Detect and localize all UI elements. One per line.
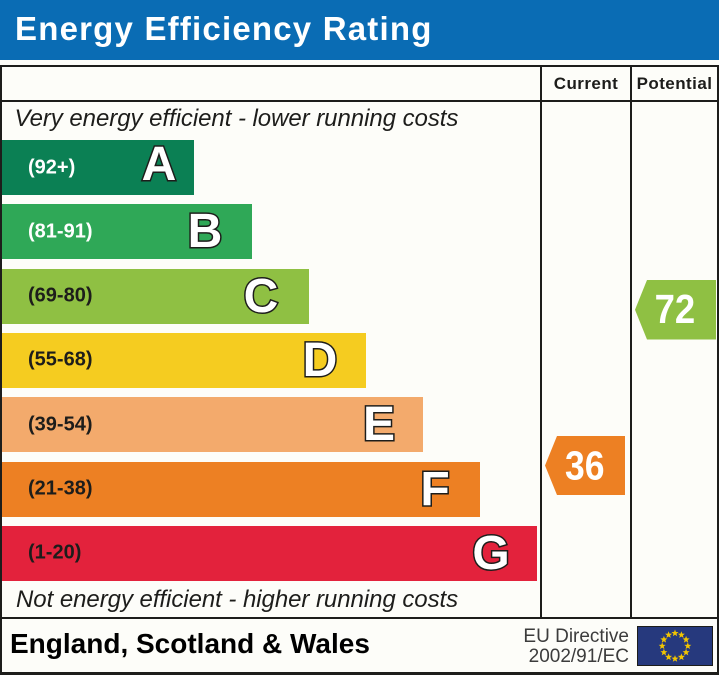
svg-text:D: D [303,334,338,387]
svg-text:F: F [420,463,449,516]
svg-text:36: 36 [565,442,605,488]
svg-text:A: A [142,140,177,191]
svg-text:E: E [363,398,395,451]
svg-text:G: G [472,527,509,580]
svg-text:72: 72 [655,286,696,332]
svg-text:B: B [188,205,223,258]
svg-text:C: C [243,270,278,323]
